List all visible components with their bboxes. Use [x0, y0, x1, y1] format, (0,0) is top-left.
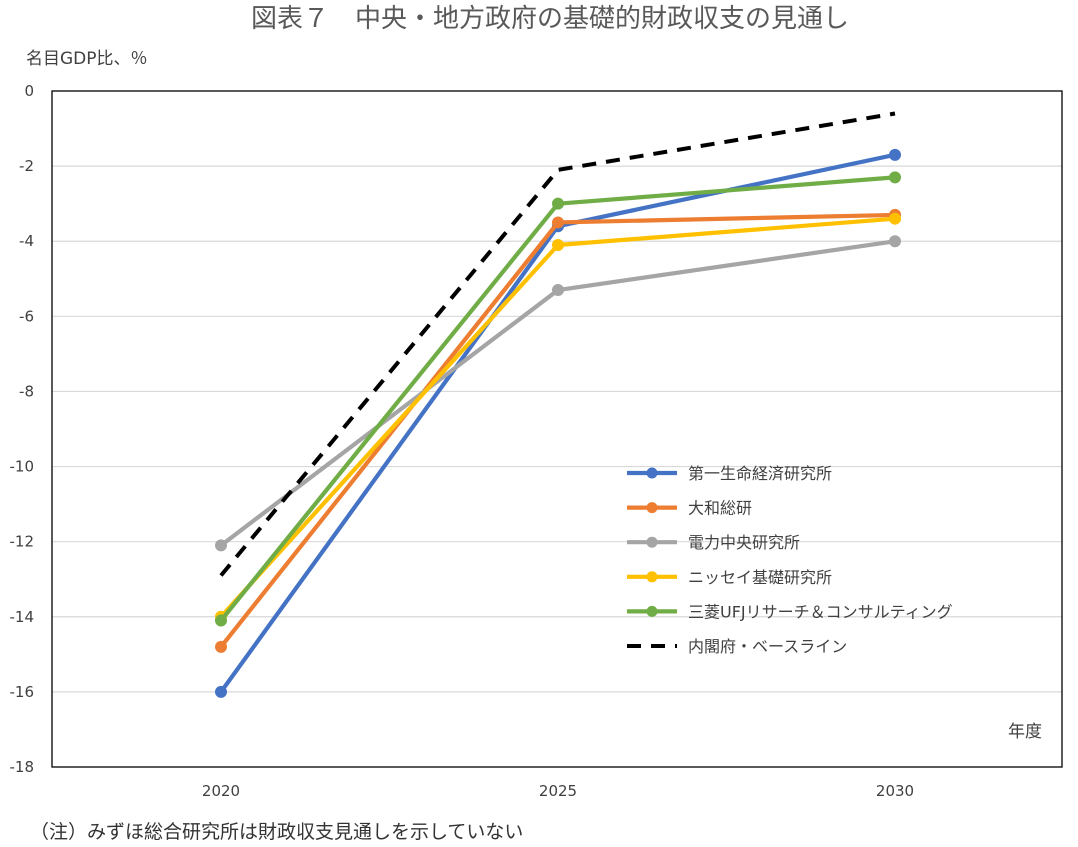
x-tick-label: 2025 [539, 782, 577, 800]
legend-label: 大和総研 [688, 499, 752, 518]
series-line [218, 216, 898, 619]
data-point [552, 197, 564, 210]
data-point [889, 212, 901, 225]
data-point [889, 148, 901, 161]
y-tick-label: -4 [19, 232, 34, 250]
y-tick-label: -12 [10, 533, 35, 551]
y-tick-label: -6 [19, 307, 34, 325]
y-tick-label: -10 [10, 458, 35, 476]
plot-area-frame [51, 90, 1063, 768]
legend-label: 内閣府・ベースライン [688, 637, 847, 656]
y-axis-unit-label: 名目GDP比、％ [26, 49, 148, 69]
data-point [215, 685, 227, 698]
legend-label: 三菱UFJリサーチ＆コンサルティング [688, 602, 953, 621]
legend-marker [646, 605, 658, 617]
x-tick-label: 2020 [202, 782, 240, 800]
data-point [552, 216, 564, 229]
chart-title: 図表７ 中央・地方政府の基礎的財政収支の見通し [251, 4, 849, 34]
data-point [889, 235, 901, 248]
series-3 [215, 235, 901, 552]
y-tick-label: -16 [10, 683, 35, 701]
legend-item: 第一生命経済研究所 [627, 464, 832, 483]
y-axis-tick-labels: 0 -2 -4 -6 -8 -10 -12 -14 -16 -18 [10, 82, 35, 776]
y-tick-label: -14 [10, 608, 35, 626]
y-tick-label: -8 [19, 382, 34, 400]
y-tick-label: 0 [24, 82, 34, 100]
data-point [215, 640, 227, 653]
data-point [552, 238, 564, 251]
footnote: （注）みずほ総合研究所は財政収支見通しを示していない [30, 821, 523, 843]
data-point [552, 284, 564, 297]
x-axis-label: 年度 [1008, 722, 1042, 742]
legend-marker [646, 467, 658, 479]
legend-label: 第一生命経済研究所 [688, 464, 832, 483]
data-point [215, 539, 227, 552]
x-tick-label: 2030 [876, 782, 914, 800]
legend-label: 電力中央研究所 [688, 533, 800, 552]
legend-item: 電力中央研究所 [627, 533, 800, 552]
series-layer [215, 111, 901, 698]
data-point [215, 614, 227, 627]
data-point [889, 171, 901, 184]
legend-label: ニッセイ基礎研究所 [688, 568, 832, 587]
x-axis-tick-labels: 2020 2025 2030 [202, 782, 914, 800]
legend-marker [646, 536, 658, 548]
legend-item: ニッセイ基礎研究所 [627, 568, 832, 587]
series-5 [215, 171, 901, 627]
legend-item: 大和総研 [627, 499, 752, 518]
legend-item: 三菱UFJリサーチ＆コンサルティング [627, 602, 953, 621]
y-tick-label: -2 [19, 157, 34, 175]
legend: 第一生命経済研究所大和総研電力中央研究所ニッセイ基礎研究所三菱UFJリサーチ＆コ… [627, 464, 953, 656]
legend-marker [646, 502, 658, 514]
legend-item: 内閣府・ベースライン [627, 637, 847, 656]
legend-marker [646, 571, 658, 583]
y-tick-label: -18 [10, 758, 35, 776]
series-line [219, 111, 896, 577]
series-6 [219, 111, 896, 577]
